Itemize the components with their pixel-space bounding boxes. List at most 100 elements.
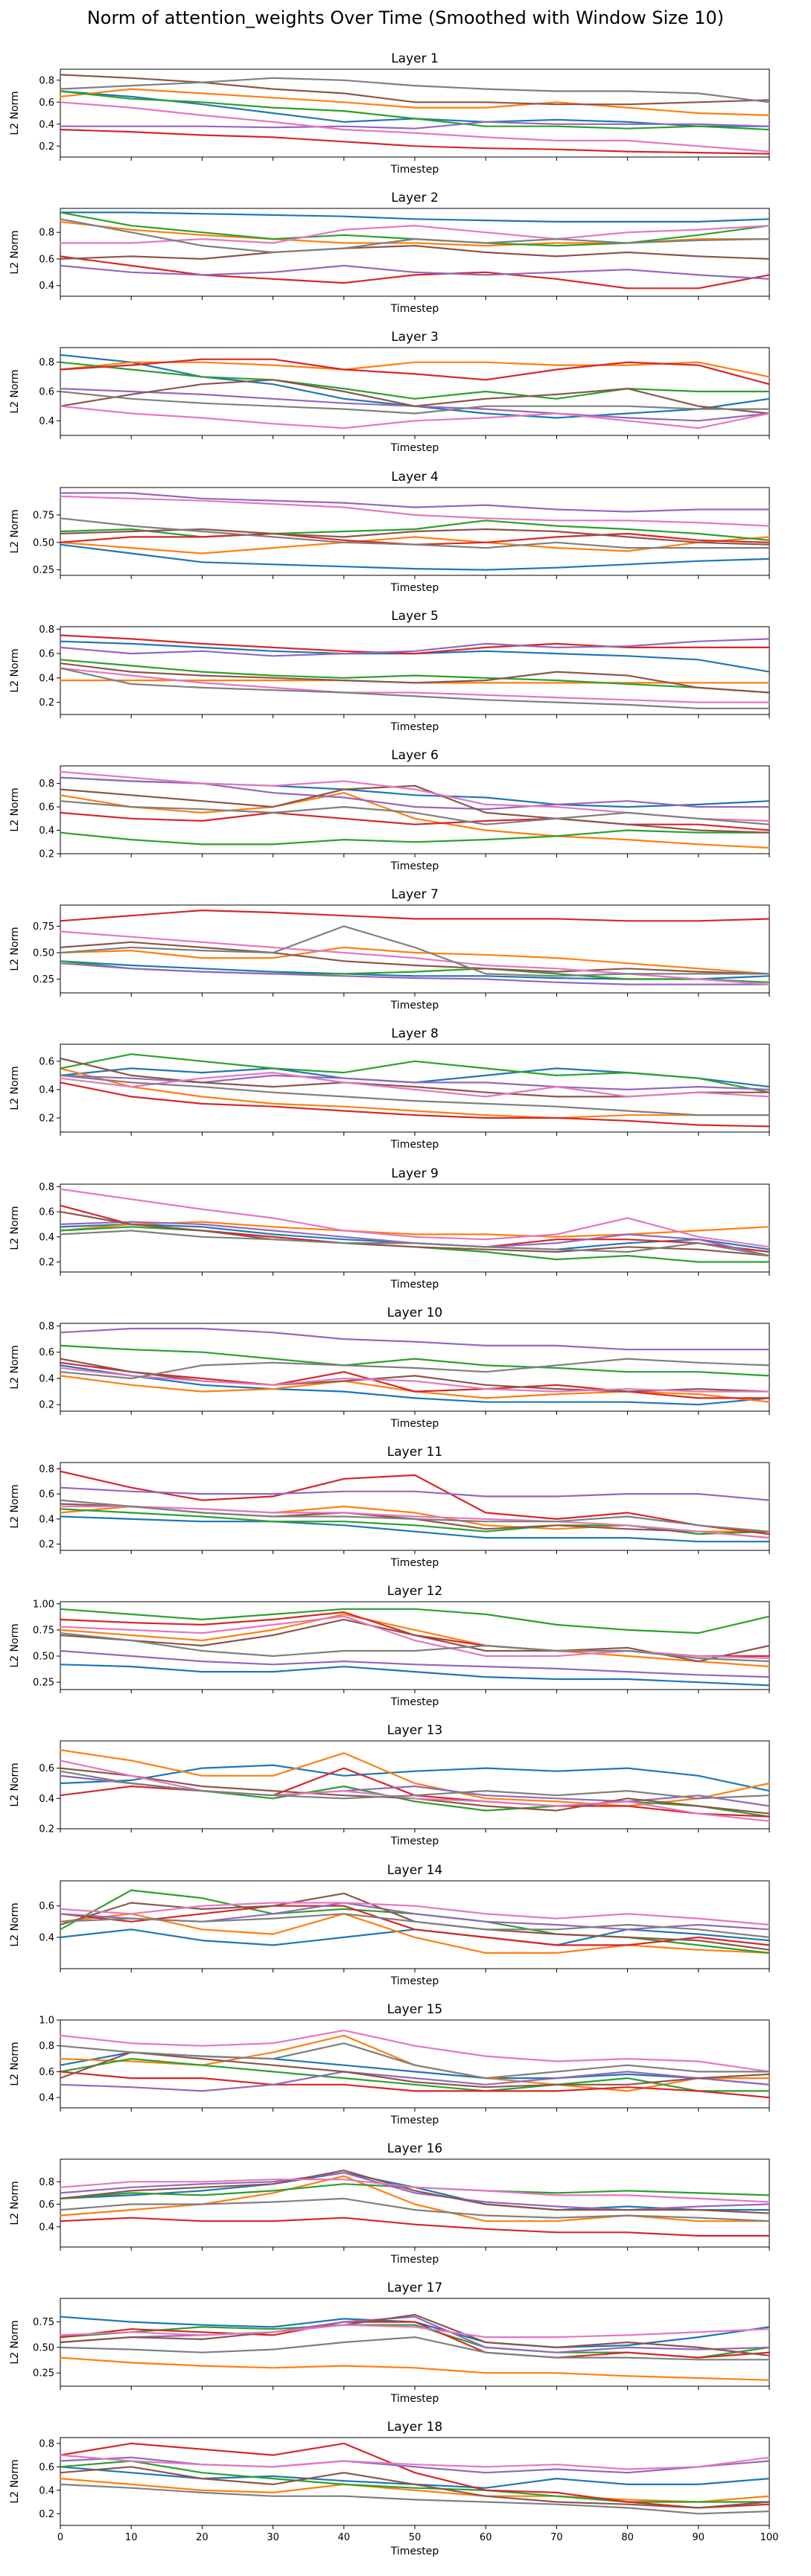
x-tick-label: 60 <box>480 2532 492 2543</box>
y-axis-label: L2 Norm <box>9 230 21 274</box>
x-axis-label: Timestep <box>390 1696 439 1708</box>
series-line-8 <box>59 2197 771 2222</box>
series-line-8 <box>59 800 771 825</box>
subplot-layer-6: Layer 6 0.2 0.4 0.6 0.8 Timestep L2 Norm <box>9 748 771 872</box>
y-tick-label: 1.00 <box>33 1599 54 1610</box>
series-line-1 <box>59 543 771 571</box>
y-tick-label: 0.2 <box>39 2509 54 2520</box>
y-tick-label: 0.4 <box>39 281 54 292</box>
series-line-6 <box>59 2051 771 2088</box>
y-tick-label: 0.2 <box>39 1400 54 1411</box>
subplot-layer-9: Layer 9 0.2 0.4 0.6 0.8 Timestep L2 Norm <box>9 1166 771 1291</box>
y-tick-label: 0.6 <box>39 1901 54 1912</box>
y-tick-label: 0.4 <box>39 416 54 427</box>
subplot-layer-14: Layer 14 0.4 0.6 Timestep L2 Norm <box>9 1863 771 1987</box>
y-tick-label: 0.8 <box>39 2041 54 2052</box>
y-tick-label: 0.4 <box>39 825 54 837</box>
subplot-layer-17: Layer 17 0.25 0.50 0.75 Timestep L2 Norm <box>9 2281 771 2405</box>
y-tick-label: 0.6 <box>39 2199 54 2211</box>
series-line-7 <box>59 2179 771 2203</box>
series-line-8 <box>59 1632 771 1663</box>
subplot-layer-18: Layer 18 0.2 0.4 0.6 0.8 0 10 20 30 40 50 60 70 80 90 1… <box>9 2420 778 2557</box>
series-line-2 <box>59 1613 771 1668</box>
subplot-title: Layer 1 <box>391 51 439 66</box>
y-tick-label: 0.4 <box>39 2485 54 2496</box>
y-tick-label: 0.6 <box>39 2067 54 2078</box>
x-axis-label: Timestep <box>390 2393 439 2405</box>
y-axis-label: L2 Norm <box>9 2181 21 2225</box>
x-axis-label: Timestep <box>390 2115 439 2126</box>
series-line-2 <box>59 946 771 975</box>
y-tick-label: 0.2 <box>39 1257 54 1268</box>
y-axis-label: L2 Norm <box>9 1623 21 1667</box>
y-tick-label: 0.8 <box>39 1182 54 1193</box>
y-axis-label: L2 Norm <box>9 2459 21 2503</box>
y-tick-label: 0.8 <box>39 75 54 86</box>
y-tick-label: 0.4 <box>39 1373 54 1384</box>
series-line-7 <box>59 1760 771 1822</box>
series-line-4 <box>59 1611 771 1658</box>
y-tick-label: 0.25 <box>33 2368 54 2380</box>
y-tick-label: 0.6 <box>39 1056 54 1067</box>
series-line-2 <box>59 2356 771 2381</box>
x-axis-label: Timestep <box>390 1000 439 1011</box>
y-tick-label: 0.2 <box>39 1824 54 1835</box>
series-line-8 <box>59 77 771 103</box>
series-line-6 <box>59 74 771 106</box>
x-axis-label: Timestep <box>390 721 439 733</box>
series-line-8 <box>59 1913 771 1938</box>
series-line-4 <box>59 1767 771 1818</box>
series-line-5 <box>59 2315 771 2353</box>
y-tick-label: 0.4 <box>39 2222 54 2233</box>
series-line-8 <box>59 1770 771 1800</box>
y-tick-label: 0.50 <box>33 2342 54 2353</box>
series-line-4 <box>59 129 771 155</box>
series-line-4 <box>59 2071 771 2099</box>
series-line-1 <box>59 1515 771 1543</box>
series-line-6 <box>59 1358 771 1393</box>
series-line-6 <box>59 245 771 260</box>
y-tick-label: 0.4 <box>39 1794 54 1805</box>
x-tick-label: 30 <box>267 2532 279 2543</box>
y-tick-label: 0.25 <box>33 565 54 576</box>
y-axis-label: L2 Norm <box>9 369 21 413</box>
series-line-4 <box>59 910 771 922</box>
y-tick-label: 0.6 <box>39 649 54 660</box>
series-line-4 <box>59 1470 771 1535</box>
y-tick-label: 0.4 <box>39 1932 54 1943</box>
series-line-1 <box>59 640 771 673</box>
series-line-7 <box>59 1072 771 1098</box>
subplot-layer-4: Layer 4 0.25 0.50 0.75 Timestep L2 Norm <box>9 470 771 594</box>
y-axis-label: L2 Norm <box>9 787 21 831</box>
series-line-8 <box>59 1358 771 1380</box>
series-line-7 <box>59 2454 771 2470</box>
subplot-title: Layer 7 <box>391 887 439 902</box>
plot-frame <box>60 2298 770 2387</box>
y-axis-label: L2 Norm <box>9 1484 21 1528</box>
x-axis-label: Timestep <box>390 303 439 315</box>
y-axis-label: L2 Norm <box>9 1066 21 1110</box>
y-tick-label: 0.2 <box>39 697 54 709</box>
subplot-layer-13: Layer 13 0.2 0.4 0.6 Timestep L2 Norm <box>9 1723 771 1847</box>
series-line-5 <box>59 264 771 280</box>
y-axis-label: L2 Norm <box>9 648 21 692</box>
series-line-5 <box>59 1649 771 1678</box>
series-line-5 <box>59 1327 771 1351</box>
series-line-1 <box>59 1663 771 1687</box>
series-line-3 <box>59 659 771 694</box>
series-line-4 <box>59 1081 771 1128</box>
series-line-4 <box>59 358 771 386</box>
series-line-7 <box>59 2324 771 2339</box>
y-tick-label: 0.8 <box>39 2438 54 2449</box>
y-tick-label: 0.8 <box>39 357 54 368</box>
x-axis-label: Timestep <box>390 1557 439 1569</box>
x-axis-label: Timestep <box>390 860 439 872</box>
series-line-5 <box>59 121 771 130</box>
y-tick-label: 0.6 <box>39 1207 54 1218</box>
x-tick-label: 100 <box>760 2532 779 2543</box>
plot-frame <box>60 1740 770 1829</box>
series-line-6 <box>59 941 771 975</box>
x-tick-label: 20 <box>196 2532 209 2543</box>
y-tick-label: 0.50 <box>33 947 54 959</box>
series-line-2 <box>59 1913 771 1954</box>
